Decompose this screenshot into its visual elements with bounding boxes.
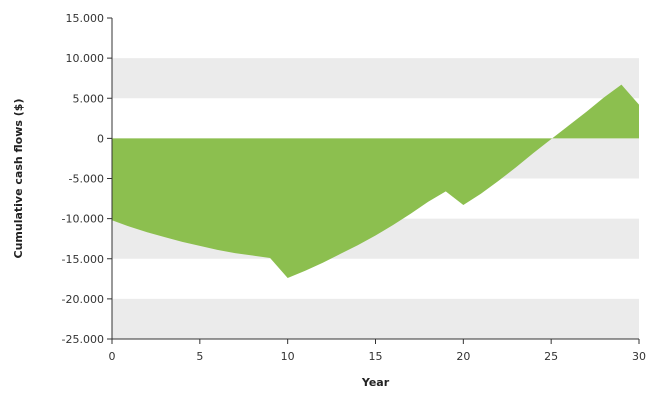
y-tick-label: -15.000 bbox=[62, 253, 104, 266]
x-axis-title: Year bbox=[361, 376, 390, 389]
x-tick-label: 5 bbox=[196, 350, 203, 363]
x-tick-label: 0 bbox=[109, 350, 116, 363]
grid-band bbox=[112, 298, 639, 339]
y-tick-label: 15.000 bbox=[66, 12, 105, 25]
area-layer bbox=[112, 84, 639, 279]
y-tick-label: 0 bbox=[97, 132, 104, 145]
y-tick-label: -20.000 bbox=[62, 293, 104, 306]
x-tick-label: 25 bbox=[544, 350, 558, 363]
y-axis-title: Cumulative cash flows ($) bbox=[12, 99, 25, 259]
x-tick-label: 30 bbox=[632, 350, 646, 363]
area-series bbox=[112, 84, 639, 279]
x-tick-label: 10 bbox=[281, 350, 295, 363]
x-tick-label: 15 bbox=[369, 350, 383, 363]
y-tick-label: -5.000 bbox=[69, 173, 104, 186]
y-tick-label: 10.000 bbox=[66, 52, 105, 65]
y-tick-label: 5.000 bbox=[73, 92, 105, 105]
x-tick-label: 20 bbox=[456, 350, 470, 363]
tick-labels: 15.000 10.000 5.000 0 -5.000 -10.000 -15.000 -2… bbox=[62, 12, 646, 363]
axes bbox=[107, 17, 640, 344]
grid-band bbox=[112, 58, 639, 99]
y-tick-label: -10.000 bbox=[62, 213, 104, 226]
y-tick-label: -25.000 bbox=[62, 333, 104, 346]
